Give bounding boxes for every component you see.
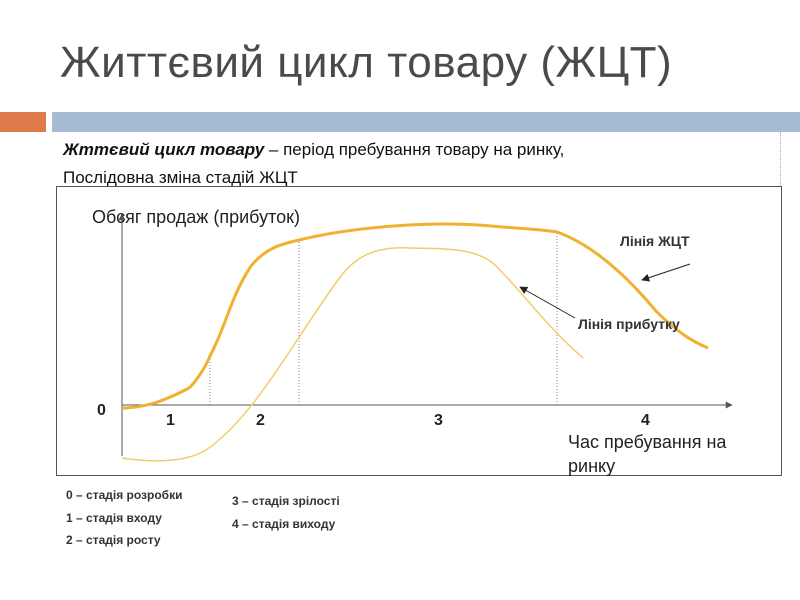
- origin-label: 0: [97, 402, 106, 419]
- stage-number-4: 4: [641, 412, 650, 429]
- subtitle: Послідовна зміна стадій ЖЦТ: [63, 168, 298, 187]
- page-title: Життєвий цикл товару (ЖЦТ): [60, 38, 673, 87]
- profit-curve: [121, 247, 584, 462]
- legend-stage-3: 3 – стадія зрілості: [232, 494, 340, 508]
- zhct-line-label: Лінія ЖЦТ: [620, 233, 690, 249]
- legend-stage-0: 0 – стадія розробки: [66, 488, 183, 502]
- legend-stage-4: 4 – стадія виходу: [232, 517, 336, 531]
- definition-text: – період пребування товару на ринку,: [264, 140, 565, 159]
- legend-stage-2: 2 – стадія росту: [66, 533, 161, 547]
- profit-arrow: [519, 286, 576, 319]
- accent-bar-blue: [52, 112, 800, 132]
- legend-stage-1: 1 – стадія входу: [66, 511, 162, 525]
- accent-bar-orange: [0, 112, 46, 132]
- y-axis-label: Обсяг продаж (прибуток): [92, 207, 300, 227]
- diagram-frame: [56, 186, 782, 476]
- zhct-arrow: [641, 263, 691, 282]
- life-cycle-diagram: [118, 213, 733, 462]
- definition-term: Жттєвий цикл товару: [63, 140, 265, 159]
- stage-number-1: 1: [166, 412, 175, 429]
- definition-line: Жттєвий цикл товару – період пребування …: [63, 140, 564, 160]
- stage-number-3: 3: [434, 412, 443, 429]
- definition-box: Жттєвий цикл товару – період пребування …: [56, 132, 781, 187]
- sales-curve: [121, 222, 709, 410]
- x-axis-label: Час пребування на ринку: [568, 432, 727, 476]
- stage-number-2: 2: [256, 412, 265, 429]
- profit-line-label: Лінія прибутку: [578, 316, 680, 332]
